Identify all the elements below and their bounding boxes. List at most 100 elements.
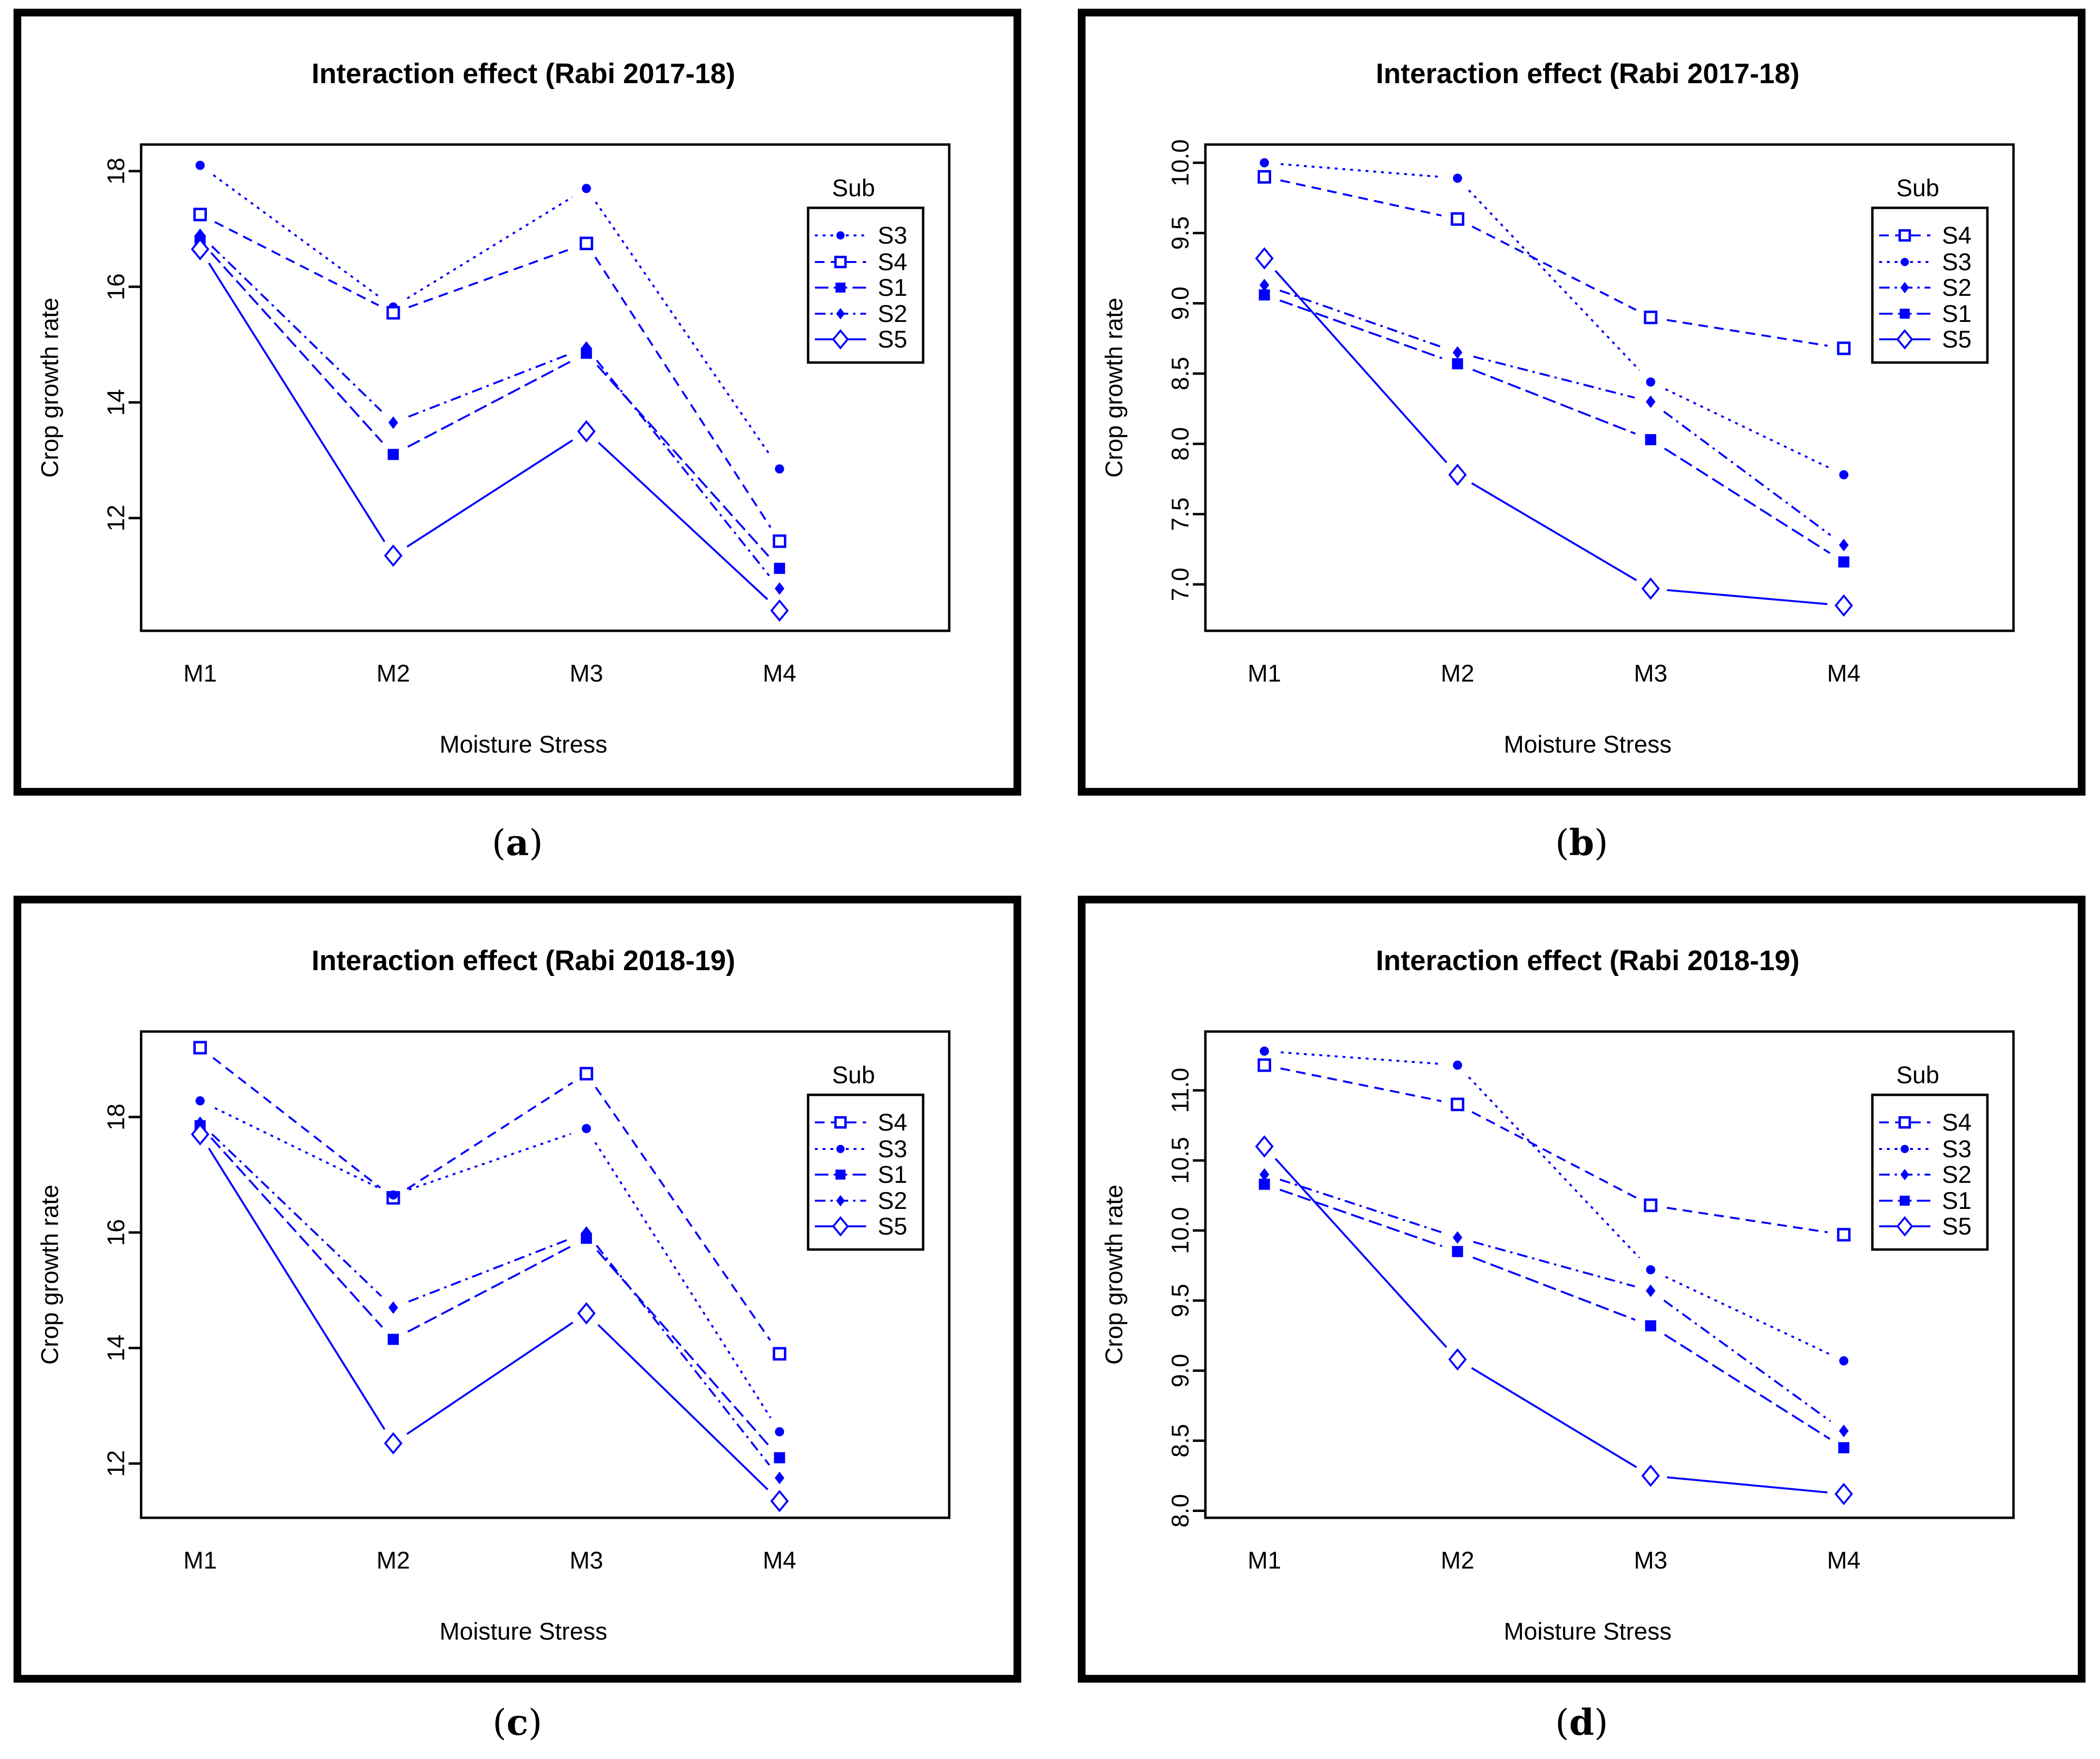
- panel-a-S1-square-filled: [388, 449, 399, 460]
- panel-d-S4-square-open: [1644, 1198, 1658, 1212]
- panel-c-S3-circle-filled: [389, 1190, 398, 1200]
- panel-a-series-S5-points: [190, 238, 789, 622]
- panel-b-legend-label-S5: S5: [1942, 326, 1971, 353]
- panel-c-S2-diamond-filled: [581, 1226, 592, 1239]
- panel-a-series-S4-line: [214, 221, 772, 528]
- panel-d-legend-marker-S5: [1896, 1216, 1913, 1237]
- panel-d-S3-circle-filled: [1453, 1061, 1463, 1070]
- panel-b-S3-circle-filled: [1260, 158, 1269, 168]
- panel-b-x-tick-label: M4: [1827, 660, 1860, 687]
- panel-b-y-tick-label: 7.5: [1167, 497, 1194, 531]
- panel-d-S2-diamond-filled: [1839, 1425, 1849, 1438]
- panel-d-S1-square-filled: [1838, 1442, 1850, 1454]
- panel-b-y-tick-label: 8.5: [1167, 357, 1194, 391]
- panel-b-series-S1-line: [1279, 299, 1831, 554]
- panel-c-S1-square-filled: [388, 1334, 399, 1345]
- panel-c-S4-square-open: [772, 1347, 786, 1361]
- panel-c-x-tick-label: M3: [570, 1547, 603, 1574]
- panel-c-y-tick-label: 14: [102, 1335, 130, 1362]
- panel-d-chart: Interaction effect (Rabi 2018-19) 8.0 8.5 9…: [1101, 945, 2015, 1645]
- panel-d-S4-square-open: [1837, 1228, 1851, 1242]
- panel-c-S3-circle-filled: [775, 1427, 784, 1437]
- panel-a-plot-box: [140, 143, 951, 632]
- panel-d-series-S3-line: [1280, 1051, 1829, 1355]
- panel-a-legend-label-S5: S5: [878, 326, 907, 353]
- panel-c-S3-circle-filled: [195, 1096, 205, 1105]
- panel-d-title: Interaction effect (Rabi 2018-19): [1376, 945, 1800, 976]
- panel-d-legend-marker-S3: [1900, 1145, 1909, 1153]
- caption-d-open: (: [1555, 1702, 1569, 1744]
- panel-d-S5-diamond-open: [1834, 1483, 1853, 1505]
- panel-b-legend-marker-S1: [1899, 308, 1910, 319]
- panel-c-series-S3-line: [214, 1107, 772, 1419]
- panel-a-S3-circle-filled: [775, 464, 784, 474]
- caption-d-close: ): [1594, 1702, 1608, 1744]
- panel-b-series-S3-points: [1260, 158, 1849, 480]
- panel-c-series-S4-points: [193, 1041, 786, 1361]
- panel-b-S1-square-filled: [1645, 434, 1656, 446]
- panel-a-series-S2-points: [195, 228, 784, 595]
- panel-a-series-S2-line: [211, 245, 770, 577]
- panel-c-legend-marker-S2: [836, 1195, 845, 1207]
- caption-a-open: (: [492, 822, 506, 864]
- panel-b-series-S2-points: [1260, 278, 1849, 552]
- panel-c-x-axis-label: Moisture Stress: [439, 1618, 607, 1645]
- panel-b-x-tick-label: M1: [1247, 660, 1281, 687]
- panel-c-S2-diamond-filled: [195, 1116, 205, 1129]
- panel-a-x-tick-label: M2: [377, 660, 410, 687]
- panel-b-S2-diamond-filled: [1646, 395, 1656, 408]
- panel-a-x-tick-label: M3: [570, 660, 603, 687]
- panel-b-legend-title: Sub: [1897, 174, 1940, 202]
- panel-c-series-S5-points: [190, 1123, 789, 1512]
- panel-c-legend-marker-S3: [836, 1145, 845, 1153]
- panel-a-y-tick-label: 14: [102, 389, 130, 416]
- panel-d-legend-label-S1: S1: [1942, 1187, 1971, 1214]
- panel-a-legend-marker-S5: [832, 329, 849, 350]
- panel-c-series-S3-points: [195, 1096, 784, 1437]
- panel-a-S2-diamond-filled: [774, 582, 784, 595]
- panel-a-y-tick-label: 16: [102, 273, 130, 300]
- panel-c-series-S1-points: [194, 1120, 785, 1464]
- panel-a-legend-marker-S1: [835, 282, 846, 293]
- panel-d-y-tick-label: 10.0: [1167, 1207, 1194, 1254]
- panel-a-y-axis-label: Crop growth rate: [36, 298, 63, 478]
- panel-c-y-tick-label: 18: [102, 1104, 130, 1131]
- panel-b-S3-circle-filled: [1453, 174, 1463, 183]
- panel-b-S3-circle-filled: [1646, 377, 1655, 387]
- panel-a-x-tick-label: M4: [763, 660, 796, 687]
- panel-a-S5-diamond-open: [384, 544, 403, 567]
- panel-d-x-tick-label: M2: [1441, 1547, 1474, 1574]
- panel-a-title: Interaction effect (Rabi 2017-18): [312, 58, 736, 89]
- panel-a-series-S1-line: [210, 252, 769, 557]
- panel-a-legend-label-S2: S2: [878, 300, 907, 327]
- panel-b-y-tick-label: 9.5: [1167, 216, 1194, 250]
- panel-c-x-axis: M1 M2 M3 M4: [183, 1547, 796, 1574]
- caption-b-letter: b: [1569, 822, 1594, 864]
- panel-b-series-S1-points: [1259, 289, 1850, 568]
- panel-a-series-S5-line: [208, 262, 768, 600]
- panel-d-S5-diamond-open: [1255, 1135, 1274, 1158]
- panel-c-title: Interaction effect (Rabi 2018-19): [312, 945, 736, 976]
- panel-c-y-tick-label: 12: [102, 1450, 130, 1477]
- panel-a-x-axis-label: Moisture Stress: [439, 731, 607, 758]
- panel-d-legend-marker-S2: [1900, 1169, 1909, 1180]
- panel-a-series-S3-line: [213, 174, 771, 456]
- panel-b-title: Interaction effect (Rabi 2017-18): [1376, 58, 1800, 89]
- panel-d-x-tick-label: M4: [1827, 1547, 1860, 1574]
- panel-c-legend-label-S4: S4: [878, 1109, 907, 1136]
- panel-c-legend-label-S3: S3: [878, 1135, 907, 1163]
- panel-b-S2-diamond-filled: [1839, 538, 1849, 552]
- panel-d-y-tick-label: 10.5: [1167, 1137, 1194, 1184]
- panel-d-y-tick-label: 9.0: [1167, 1354, 1194, 1388]
- panel-d-S1-square-filled: [1645, 1320, 1656, 1332]
- panel-a-S5-diamond-open: [577, 420, 596, 443]
- panel-a-S2-diamond-filled: [581, 341, 592, 354]
- panel-a-y-tick-label: 18: [102, 158, 130, 185]
- panel-b-S4-square-open: [1450, 212, 1464, 226]
- panel-a-x-axis: M1 M2 M3 M4: [183, 660, 796, 687]
- panel-b-x-tick-label: M2: [1441, 660, 1474, 687]
- panel-b-series-S4-points: [1258, 170, 1851, 355]
- panel-a-S3-circle-filled: [195, 160, 205, 170]
- panel-b-S1-square-filled: [1452, 358, 1463, 370]
